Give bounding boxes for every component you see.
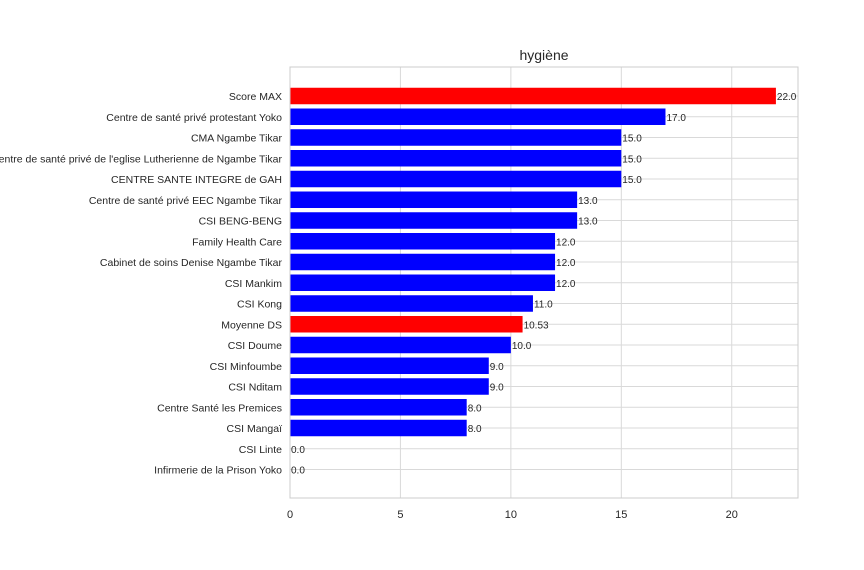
bar-value-labels: 22.017.015.015.015.013.013.012.012.012.0… — [291, 92, 797, 477]
value-label: 12.0 — [556, 258, 576, 269]
value-label: 11.0 — [534, 300, 553, 311]
category-label: Family Health Care — [192, 236, 282, 248]
bar — [290, 87, 776, 105]
value-label: 10.0 — [512, 341, 532, 352]
category-label: Moyenne DS — [221, 319, 282, 331]
bar — [290, 170, 622, 188]
value-label: 15.0 — [622, 175, 642, 186]
category-label: Infirmerie de la Prison Yoko — [154, 465, 282, 477]
category-label: Cabinet de soins Denise Ngambe Tikar — [100, 257, 283, 269]
category-label: Centre de santé privé protestant Yoko — [106, 112, 282, 124]
x-tick-label: 10 — [505, 509, 517, 521]
value-label: 15.0 — [622, 154, 642, 165]
bar — [290, 108, 666, 125]
category-label: Centre de santé privé EEC Ngambe Tikar — [89, 195, 283, 207]
bar — [290, 129, 622, 146]
bar — [290, 378, 489, 395]
value-label: 13.0 — [578, 217, 598, 228]
plot-area-frame — [289, 66, 799, 499]
x-tick-label: 5 — [397, 509, 403, 521]
category-label: CSI Mangaï — [227, 423, 283, 435]
value-label: 9.0 — [490, 383, 504, 394]
category-label: CSI Doume — [228, 340, 282, 352]
value-label: 17.0 — [666, 113, 686, 124]
x-tick-label: 20 — [726, 509, 738, 521]
bar — [290, 150, 622, 167]
category-label: CSI Linte — [239, 444, 282, 456]
value-label: 0.0 — [291, 445, 305, 456]
category-label: Score MAX — [229, 91, 282, 103]
bar — [290, 191, 578, 208]
bar — [290, 295, 533, 312]
value-label: 8.0 — [468, 424, 482, 435]
value-label: 13.0 — [578, 196, 598, 207]
bar — [290, 336, 511, 354]
value-label: 0.0 — [291, 466, 305, 477]
chart-title: hygiène — [519, 47, 568, 63]
bar — [290, 212, 578, 229]
category-label: CSI Mankim — [225, 278, 282, 290]
bar — [290, 399, 467, 416]
bar — [290, 233, 556, 250]
category-label: Centre Santé les Premices — [157, 402, 282, 414]
category-label: CENTRE SANTE INTEGRE de GAH — [111, 174, 282, 186]
y-axis-category-labels: Score MAX Centre de santé privé protestan… — [0, 91, 283, 477]
bar — [290, 253, 556, 271]
category-label: CMA Ngambe Tikar — [191, 133, 283, 145]
x-axis-ticks: 0 5 10 15 20 — [287, 509, 738, 521]
bar — [290, 274, 556, 291]
x-tick-label: 15 — [615, 509, 627, 521]
value-label: 10.53 — [524, 320, 549, 331]
bar — [290, 419, 467, 437]
category-label: CSI Minfoumbe — [210, 361, 283, 373]
category-label: CSI Kong — [237, 299, 282, 311]
value-label: 12.0 — [556, 279, 576, 290]
value-label: 15.0 — [622, 134, 642, 145]
category-label: CSI BENG-BENG — [199, 216, 282, 228]
bar — [290, 357, 489, 374]
value-label: 22.0 — [777, 92, 797, 103]
bars — [290, 87, 776, 437]
category-label: Centre de santé privé de l'eglise Luther… — [0, 153, 282, 165]
value-label: 9.0 — [490, 362, 504, 373]
x-tick-label: 0 — [287, 509, 293, 521]
value-label: 12.0 — [556, 237, 576, 248]
bar — [290, 316, 523, 333]
category-label: CSI Nditam — [228, 382, 282, 394]
value-label: 8.0 — [468, 403, 482, 414]
